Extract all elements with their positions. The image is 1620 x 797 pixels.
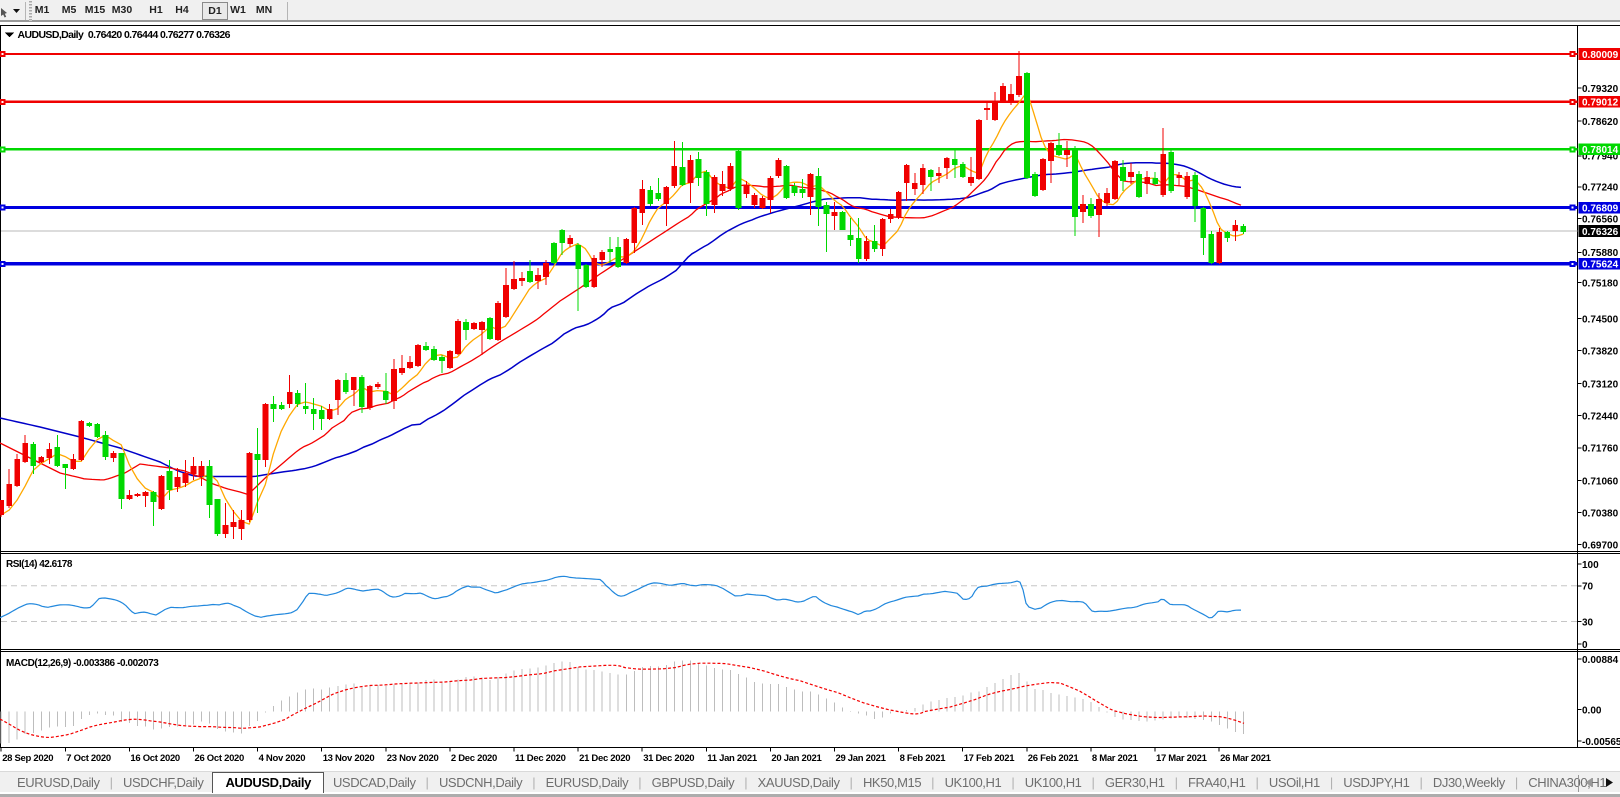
svg-text:0.71060: 0.71060 (1582, 476, 1619, 487)
svg-text:7 Oct 2020: 7 Oct 2020 (66, 753, 111, 764)
svg-text:8 Mar 2021: 8 Mar 2021 (1092, 753, 1139, 764)
svg-text:0.78620: 0.78620 (1582, 117, 1619, 128)
svg-text:0.70380: 0.70380 (1582, 509, 1619, 520)
svg-text:0.69700: 0.69700 (1582, 540, 1619, 551)
svg-text:0.00884: 0.00884 (1582, 655, 1619, 666)
svg-text:28 Sep 2020: 28 Sep 2020 (2, 753, 53, 764)
svg-text:0.80009: 0.80009 (1582, 50, 1619, 61)
svg-text:0.00: 0.00 (1582, 705, 1602, 716)
svg-text:16 Oct 2020: 16 Oct 2020 (130, 753, 180, 764)
svg-text:26 Oct 2020: 26 Oct 2020 (195, 753, 245, 764)
svg-text:30: 30 (1582, 617, 1594, 628)
svg-text:4 Nov 2020: 4 Nov 2020 (259, 753, 306, 764)
svg-text:11 Dec 2020: 11 Dec 2020 (515, 753, 566, 764)
svg-text:26 Mar 2021: 26 Mar 2021 (1220, 753, 1272, 764)
svg-text:RSI(14) 42.6178: RSI(14) 42.6178 (6, 559, 73, 570)
svg-text:26 Feb 2021: 26 Feb 2021 (1028, 753, 1080, 764)
svg-text:29 Jan 2021: 29 Jan 2021 (836, 753, 887, 764)
svg-text:100: 100 (1582, 560, 1599, 571)
svg-text:MACD(12,26,9) -0.003386 -0.002: MACD(12,26,9) -0.003386 -0.002073 (6, 658, 159, 669)
svg-text:0: 0 (1582, 640, 1588, 651)
svg-text:2 Dec 2020: 2 Dec 2020 (451, 753, 497, 764)
svg-text:0.74500: 0.74500 (1582, 314, 1619, 325)
svg-text:0.77240: 0.77240 (1582, 183, 1619, 194)
svg-text:11 Jan 2021: 11 Jan 2021 (707, 753, 758, 764)
svg-text:0.76326: 0.76326 (1582, 227, 1619, 238)
svg-text:20 Jan 2021: 20 Jan 2021 (771, 753, 822, 764)
svg-text:0.73820: 0.73820 (1582, 346, 1619, 357)
svg-text:0.75180: 0.75180 (1582, 278, 1619, 289)
svg-text:0.76560: 0.76560 (1582, 214, 1619, 225)
svg-text:0.72440: 0.72440 (1582, 411, 1619, 422)
svg-text:13 Nov 2020: 13 Nov 2020 (323, 753, 375, 764)
svg-text:23 Nov 2020: 23 Nov 2020 (387, 753, 439, 764)
svg-text:AUDUSD,Daily 0.76420 0.76444: AUDUSD,Daily 0.76420 0.76444 0.76277 0.7… (18, 29, 231, 41)
svg-text:17 Feb 2021: 17 Feb 2021 (964, 753, 1016, 764)
svg-text:0.75624: 0.75624 (1582, 260, 1619, 271)
svg-text:0.77940: 0.77940 (1582, 152, 1619, 163)
svg-text:0.79320: 0.79320 (1582, 84, 1619, 95)
svg-text:0.79012: 0.79012 (1582, 98, 1619, 109)
svg-text:8 Feb 2021: 8 Feb 2021 (900, 753, 947, 764)
svg-text:0.78014: 0.78014 (1582, 145, 1619, 156)
svg-text:17 Mar 2021: 17 Mar 2021 (1156, 753, 1208, 764)
svg-text:0.76809: 0.76809 (1582, 203, 1619, 214)
svg-text:0.75880: 0.75880 (1582, 248, 1619, 259)
svg-text:0.71760: 0.71760 (1582, 444, 1619, 455)
svg-text:31 Dec 2020: 31 Dec 2020 (643, 753, 694, 764)
svg-text:21 Dec 2020: 21 Dec 2020 (579, 753, 630, 764)
svg-text:0.73120: 0.73120 (1582, 379, 1619, 390)
svg-text:-0.005651: -0.005651 (1582, 737, 1620, 748)
svg-text:70: 70 (1582, 582, 1594, 593)
